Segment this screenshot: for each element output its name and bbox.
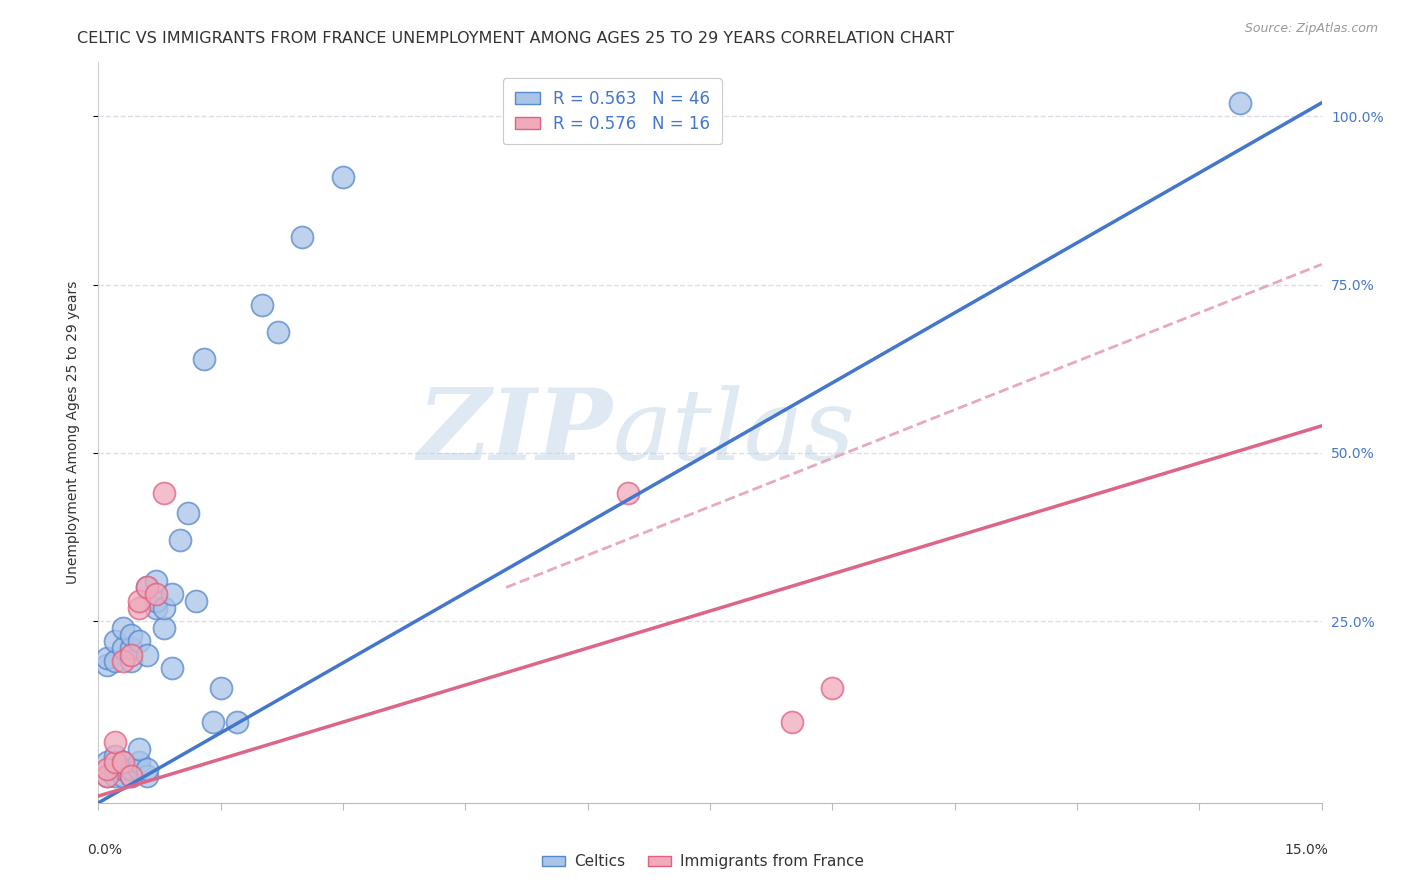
Text: 0.0%: 0.0% — [87, 843, 122, 857]
Point — [332, 169, 354, 184]
Point — [136, 581, 159, 595]
Point — [104, 634, 127, 648]
Point — [193, 351, 215, 366]
Point — [821, 681, 844, 696]
Point — [780, 714, 803, 729]
Point — [104, 756, 127, 770]
Point — [186, 594, 208, 608]
Point — [111, 655, 134, 669]
Point — [111, 621, 134, 635]
Point — [160, 661, 183, 675]
Point — [120, 648, 142, 662]
Point — [104, 735, 127, 749]
Legend: Celtics, Immigrants from France: Celtics, Immigrants from France — [536, 848, 870, 875]
Point — [152, 621, 174, 635]
Point — [128, 594, 150, 608]
Point — [128, 600, 150, 615]
Point — [96, 769, 118, 783]
Point — [169, 533, 191, 548]
Point — [152, 486, 174, 500]
Point — [111, 762, 134, 776]
Point — [136, 648, 159, 662]
Point — [145, 594, 167, 608]
Point — [145, 587, 167, 601]
Text: Source: ZipAtlas.com: Source: ZipAtlas.com — [1244, 22, 1378, 36]
Point — [120, 762, 142, 776]
Point — [226, 714, 249, 729]
Point — [111, 769, 134, 783]
Point — [128, 634, 150, 648]
Point — [111, 640, 134, 655]
Point — [617, 486, 640, 500]
Text: atlas: atlas — [612, 385, 855, 480]
Text: CELTIC VS IMMIGRANTS FROM FRANCE UNEMPLOYMENT AMONG AGES 25 TO 29 YEARS CORRELAT: CELTIC VS IMMIGRANTS FROM FRANCE UNEMPLO… — [77, 31, 955, 46]
Point — [96, 762, 118, 776]
Point — [177, 507, 200, 521]
Point — [250, 298, 273, 312]
Point — [145, 574, 167, 588]
Point — [128, 756, 150, 770]
Point — [104, 655, 127, 669]
Point — [111, 756, 134, 770]
Point — [120, 627, 142, 641]
Point — [120, 769, 142, 783]
Point — [120, 640, 142, 655]
Point — [96, 769, 118, 783]
Point — [104, 762, 127, 776]
Point — [96, 657, 118, 672]
Point — [136, 769, 159, 783]
Point — [128, 762, 150, 776]
Point — [120, 769, 142, 783]
Point — [136, 762, 159, 776]
Legend: R = 0.563   N = 46, R = 0.576   N = 16: R = 0.563 N = 46, R = 0.576 N = 16 — [503, 78, 721, 145]
Point — [111, 756, 134, 770]
Point — [267, 325, 290, 339]
Point — [128, 742, 150, 756]
Point — [201, 714, 224, 729]
Point — [136, 581, 159, 595]
Point — [291, 230, 314, 244]
Point — [209, 681, 232, 696]
Point — [96, 651, 118, 665]
Point — [104, 748, 127, 763]
Point — [152, 600, 174, 615]
Point — [96, 756, 118, 770]
Point — [1229, 95, 1251, 110]
Point — [145, 600, 167, 615]
Text: ZIP: ZIP — [418, 384, 612, 481]
Text: 15.0%: 15.0% — [1285, 843, 1329, 857]
Y-axis label: Unemployment Among Ages 25 to 29 years: Unemployment Among Ages 25 to 29 years — [66, 281, 80, 584]
Point — [120, 655, 142, 669]
Point — [160, 587, 183, 601]
Point — [104, 769, 127, 783]
